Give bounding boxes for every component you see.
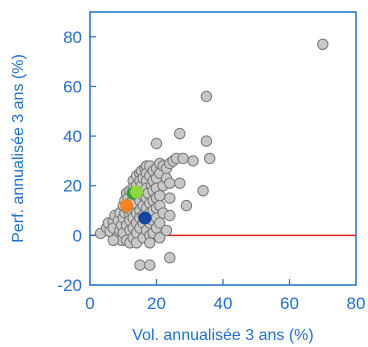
data-point-104: [160, 224, 173, 237]
x-tick-label: 40: [214, 294, 233, 313]
data-point-115: [187, 155, 199, 167]
data-point-122: [144, 259, 156, 271]
data-point-98: [154, 232, 166, 244]
data-point-108: [164, 209, 176, 222]
y-tick-label: -20: [57, 276, 82, 295]
y-tick-label: 60: [63, 77, 82, 96]
data-points: [94, 38, 329, 271]
data-point-95: [154, 190, 166, 202]
data-point-120: [317, 38, 329, 50]
y-tick-label: 0: [73, 226, 82, 245]
data-point-107: [164, 192, 176, 204]
y-axis-ticks: -20 0 20 40 60 80: [57, 28, 96, 295]
data-point-116: [197, 185, 209, 197]
data-point-121: [134, 259, 146, 271]
y-tick-label: 20: [63, 177, 82, 196]
data-point-123: [164, 252, 176, 264]
x-tick-label: 20: [147, 294, 166, 313]
x-axis-ticks: 0 20 40 60 80: [85, 279, 365, 313]
data-point-113: [177, 152, 189, 165]
data-point-124: [107, 234, 120, 247]
data-point-119: [204, 152, 216, 165]
y-tick-label: 80: [63, 28, 82, 47]
data-point-85: [150, 137, 163, 150]
highlight-point-4: [138, 211, 152, 225]
x-tick-label: 60: [280, 294, 299, 313]
x-tick-label: 80: [347, 294, 366, 313]
data-point-97: [154, 217, 166, 229]
data-point-118: [200, 135, 213, 147]
data-point-117: [200, 90, 213, 103]
x-axis-title: Vol. annualisée 3 ans (%): [132, 327, 313, 344]
data-point-76: [144, 237, 156, 249]
highlight-point-2: [130, 185, 144, 199]
x-tick-label: 0: [85, 294, 94, 313]
data-point-112: [174, 127, 186, 140]
data-point-111: [174, 177, 186, 189]
highlight-point-3: [120, 199, 134, 213]
data-point-106: [164, 177, 176, 189]
y-tick-label: 40: [63, 127, 82, 146]
data-point-114: [180, 199, 193, 212]
y-axis-title: Perf. annualisée 3 ans (%): [10, 54, 27, 243]
